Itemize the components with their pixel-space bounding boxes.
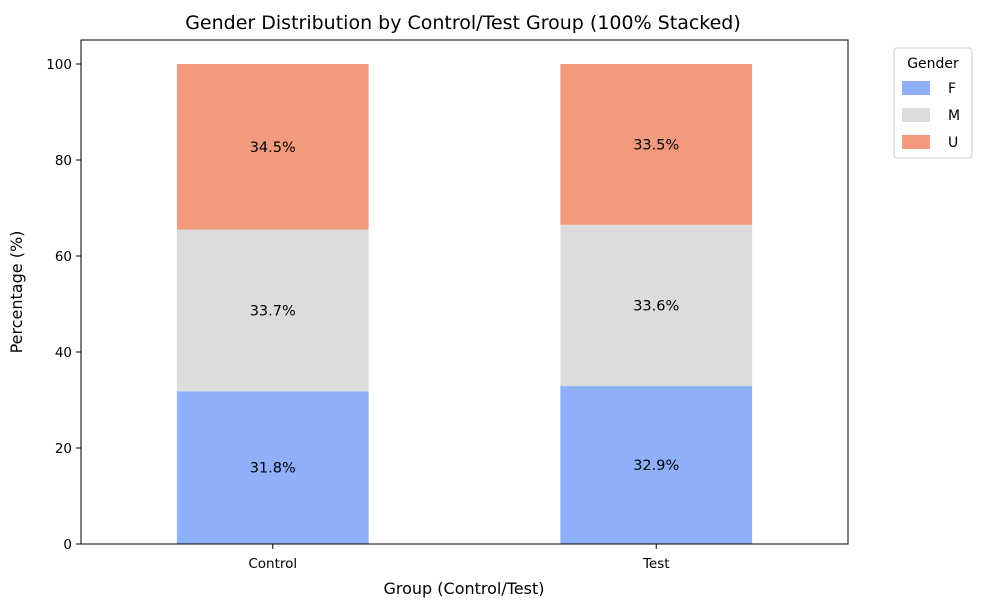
bar-segment-control-m (176, 229, 369, 392)
chart-title: Gender Distribution by Control/Test Grou… (185, 12, 741, 34)
bar-segment-control-u (176, 64, 369, 230)
legend-label-f: F (948, 81, 956, 97)
plot-frame (80, 39, 849, 545)
legend-swatch-u (902, 135, 930, 149)
legend-label-u: U (948, 135, 958, 151)
bar-segment-control-f (176, 391, 369, 544)
x-tick-label-control: Control (248, 556, 297, 572)
y-tick-label-0: 0 (63, 537, 72, 553)
data-label-control-m: 33.7% (250, 303, 296, 319)
x-axis-label: Group (Control/Test) (383, 579, 544, 598)
y-tick-label-20: 20 (55, 441, 72, 457)
y-tick-label-80: 80 (55, 153, 72, 169)
legend-box (893, 47, 973, 159)
y-tick-label-60: 60 (55, 249, 72, 265)
bar-segment-test-f (560, 386, 753, 544)
data-label-test-u: 33.5% (633, 137, 679, 153)
legend: Gender FMU (893, 47, 973, 159)
bar-segment-test-u (560, 64, 753, 225)
y-tick-label-40: 40 (55, 345, 72, 361)
legend-label-m: M (948, 108, 960, 124)
y-axis-label: Percentage (%) (7, 231, 26, 354)
data-label-test-m: 33.6% (633, 298, 679, 314)
data-label-test-f: 32.9% (633, 458, 679, 474)
legend-swatch-f (902, 81, 930, 95)
y-tick-label-100: 100 (46, 57, 72, 73)
data-label-control-u: 34.5% (250, 140, 296, 156)
legend-swatch-m (902, 108, 930, 122)
plot-area: 31.8% 33.7% 34.5% 32.9% 33.6% 33.5% 0 20 40 60 80 1… (46, 39, 849, 572)
bar-segment-test-m (560, 224, 753, 387)
x-tick-label-test: Test (642, 556, 670, 572)
legend-title: Gender (907, 56, 959, 72)
data-label-control-f: 31.8% (250, 461, 296, 477)
